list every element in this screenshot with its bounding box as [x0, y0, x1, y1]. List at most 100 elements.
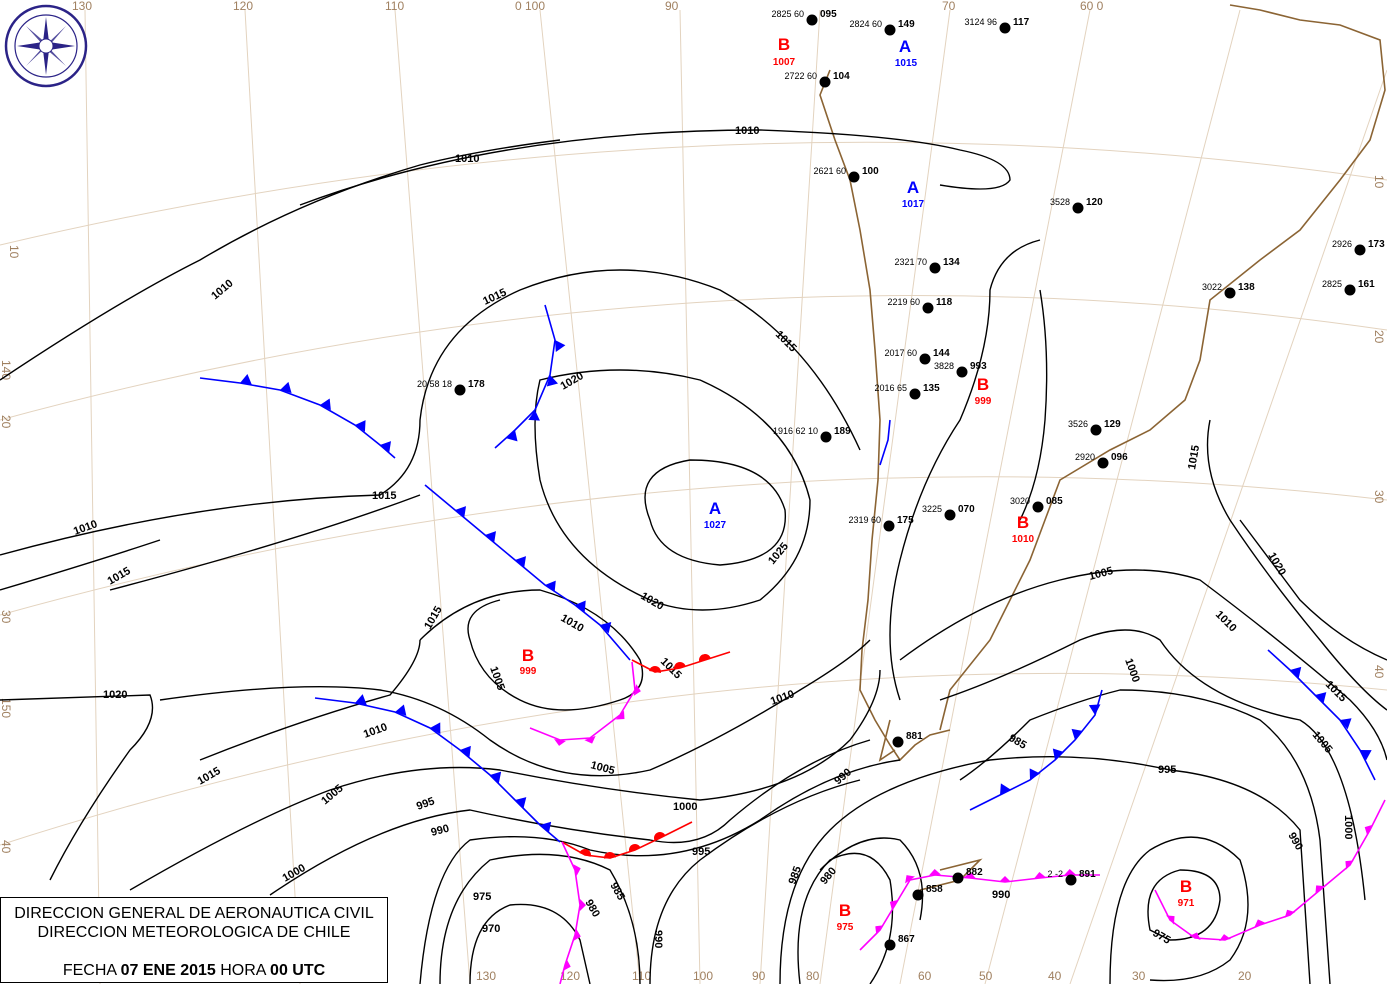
station-cloud-cover-icon — [1065, 874, 1077, 886]
station-cloud-cover-icon — [819, 76, 831, 88]
svg-text:B: B — [522, 646, 534, 665]
station-plot: 144 2017 60 — [884, 348, 950, 365]
chart-hour: 00 UTC — [270, 962, 326, 979]
station-cloud-cover-icon — [884, 939, 896, 951]
station-plot: 070 3225 — [922, 504, 975, 521]
station-plot: 881 — [892, 731, 923, 748]
occluded-front — [559, 841, 586, 984]
station-pressure: 993 — [970, 361, 987, 372]
svg-text:990: 990 — [992, 889, 1010, 901]
isobar-labels: 1010 1010 1010 1015 1015 1020 1015 1010 … — [72, 125, 1354, 948]
station-plot: 138 3022 — [1202, 282, 1255, 299]
cold-front — [494, 304, 566, 449]
svg-text:1020: 1020 — [103, 689, 127, 701]
station-pressure: 104 — [833, 71, 850, 82]
svg-text:130: 130 — [476, 969, 496, 983]
svg-text:90: 90 — [665, 0, 679, 13]
station-plot: 175 2319 60 — [848, 515, 914, 532]
svg-text:1015: 1015 — [1323, 679, 1349, 705]
station-plot: 104 2722 60 — [784, 71, 850, 88]
station-pressure: 858 — [926, 884, 943, 895]
caption-agency: DIRECCION GENERAL DE AERONAUTICA CIVIL — [14, 905, 374, 922]
svg-text:1005: 1005 — [1088, 565, 1115, 583]
station-obs: 3022 — [1202, 282, 1222, 292]
svg-text:20: 20 — [0, 415, 13, 429]
station-obs: 1916 62 10 — [773, 426, 818, 436]
svg-text:1010: 1010 — [1012, 534, 1035, 545]
station-obs: 3828 — [934, 361, 954, 371]
station-obs: 3225 — [922, 504, 942, 514]
station-pressure: 120 — [1086, 197, 1103, 208]
svg-text:40: 40 — [1372, 665, 1386, 679]
occluded-front — [1154, 799, 1386, 942]
station-pressure: 095 — [820, 9, 837, 20]
station-pressure: 138 — [1238, 282, 1255, 293]
svg-text:1020: 1020 — [1265, 551, 1288, 578]
station-pressure: 881 — [906, 731, 923, 742]
svg-text:1015: 1015 — [372, 490, 396, 502]
station-obs: 2319 60 — [848, 515, 881, 525]
svg-text:1007: 1007 — [773, 57, 796, 68]
station-obs: 2825 60 — [771, 9, 804, 19]
station-plot: 173 2926 — [1332, 239, 1385, 256]
svg-text:20: 20 — [1238, 969, 1252, 983]
station-plot: 120 3528 — [1050, 197, 1103, 214]
station-plot: 178 20 58 18 — [417, 379, 485, 396]
station-plot: 189 1916 62 10 — [773, 426, 851, 443]
occluded-front — [859, 869, 1100, 951]
svg-text:999: 999 — [975, 396, 992, 407]
cold-front — [1267, 649, 1376, 781]
station-plot: 891 2 -2 — [1047, 869, 1096, 886]
station-plot: 118 2219 60 — [887, 297, 953, 314]
svg-text:1010: 1010 — [72, 518, 99, 538]
svg-text:70: 70 — [942, 0, 956, 13]
station-obs: 2016 65 — [874, 383, 907, 393]
station-obs: 2321 70 — [894, 257, 927, 267]
svg-text:130: 130 — [72, 0, 92, 13]
station-plot: 858 — [912, 884, 943, 901]
station-pressure: 891 — [1079, 869, 1096, 880]
station-cloud-cover-icon — [454, 384, 466, 396]
high-center: A 1015 — [895, 37, 918, 69]
svg-text:110: 110 — [632, 969, 651, 983]
station-pressure: 100 — [862, 166, 879, 177]
svg-text:990: 990 — [430, 823, 451, 839]
svg-text:999: 999 — [520, 666, 537, 677]
svg-text:10: 10 — [7, 245, 21, 259]
svg-text:1017: 1017 — [902, 199, 925, 210]
occluded-front — [529, 661, 641, 746]
station-obs: 3528 — [1050, 197, 1070, 207]
station-pressure: 882 — [966, 867, 983, 878]
svg-text:995: 995 — [1158, 764, 1176, 776]
svg-text:1000: 1000 — [1122, 657, 1142, 684]
svg-text:80: 80 — [806, 969, 820, 983]
station-obs: 2219 60 — [887, 297, 920, 307]
station-obs: 3124 96 — [964, 17, 997, 27]
station-pressure: 189 — [834, 426, 851, 437]
station-pressure: 117 — [1013, 17, 1030, 28]
low-center: B 971 — [1178, 877, 1195, 909]
station-pressure: 135 — [923, 383, 940, 394]
svg-text:140: 140 — [0, 360, 13, 380]
station-obs: 20 58 18 — [417, 379, 452, 389]
svg-text:B: B — [778, 35, 790, 54]
warm-front — [561, 821, 693, 859]
station-plot: 095 2825 60 — [771, 9, 837, 26]
svg-text:990: 990 — [1285, 831, 1305, 853]
station-cloud-cover-icon — [883, 520, 895, 532]
svg-text:995: 995 — [415, 795, 436, 813]
station-cloud-cover-icon — [944, 509, 956, 521]
station-cloud-cover-icon — [952, 872, 964, 884]
svg-text:975: 975 — [473, 891, 491, 903]
svg-text:B: B — [839, 901, 851, 920]
svg-text:1015: 1015 — [895, 58, 918, 69]
station-plot: 149 2824 60 — [849, 19, 915, 36]
station-pressure: 175 — [897, 515, 914, 526]
high-center: A 1027 — [704, 499, 727, 531]
station-pressure: 144 — [933, 348, 950, 359]
station-cloud-cover-icon — [956, 366, 968, 378]
svg-text:B: B — [977, 375, 989, 394]
station-plots: 178 20 58 18 189 1916 62 10 095 2825 60 149 282… — [417, 9, 1385, 951]
svg-text:995: 995 — [692, 846, 710, 858]
